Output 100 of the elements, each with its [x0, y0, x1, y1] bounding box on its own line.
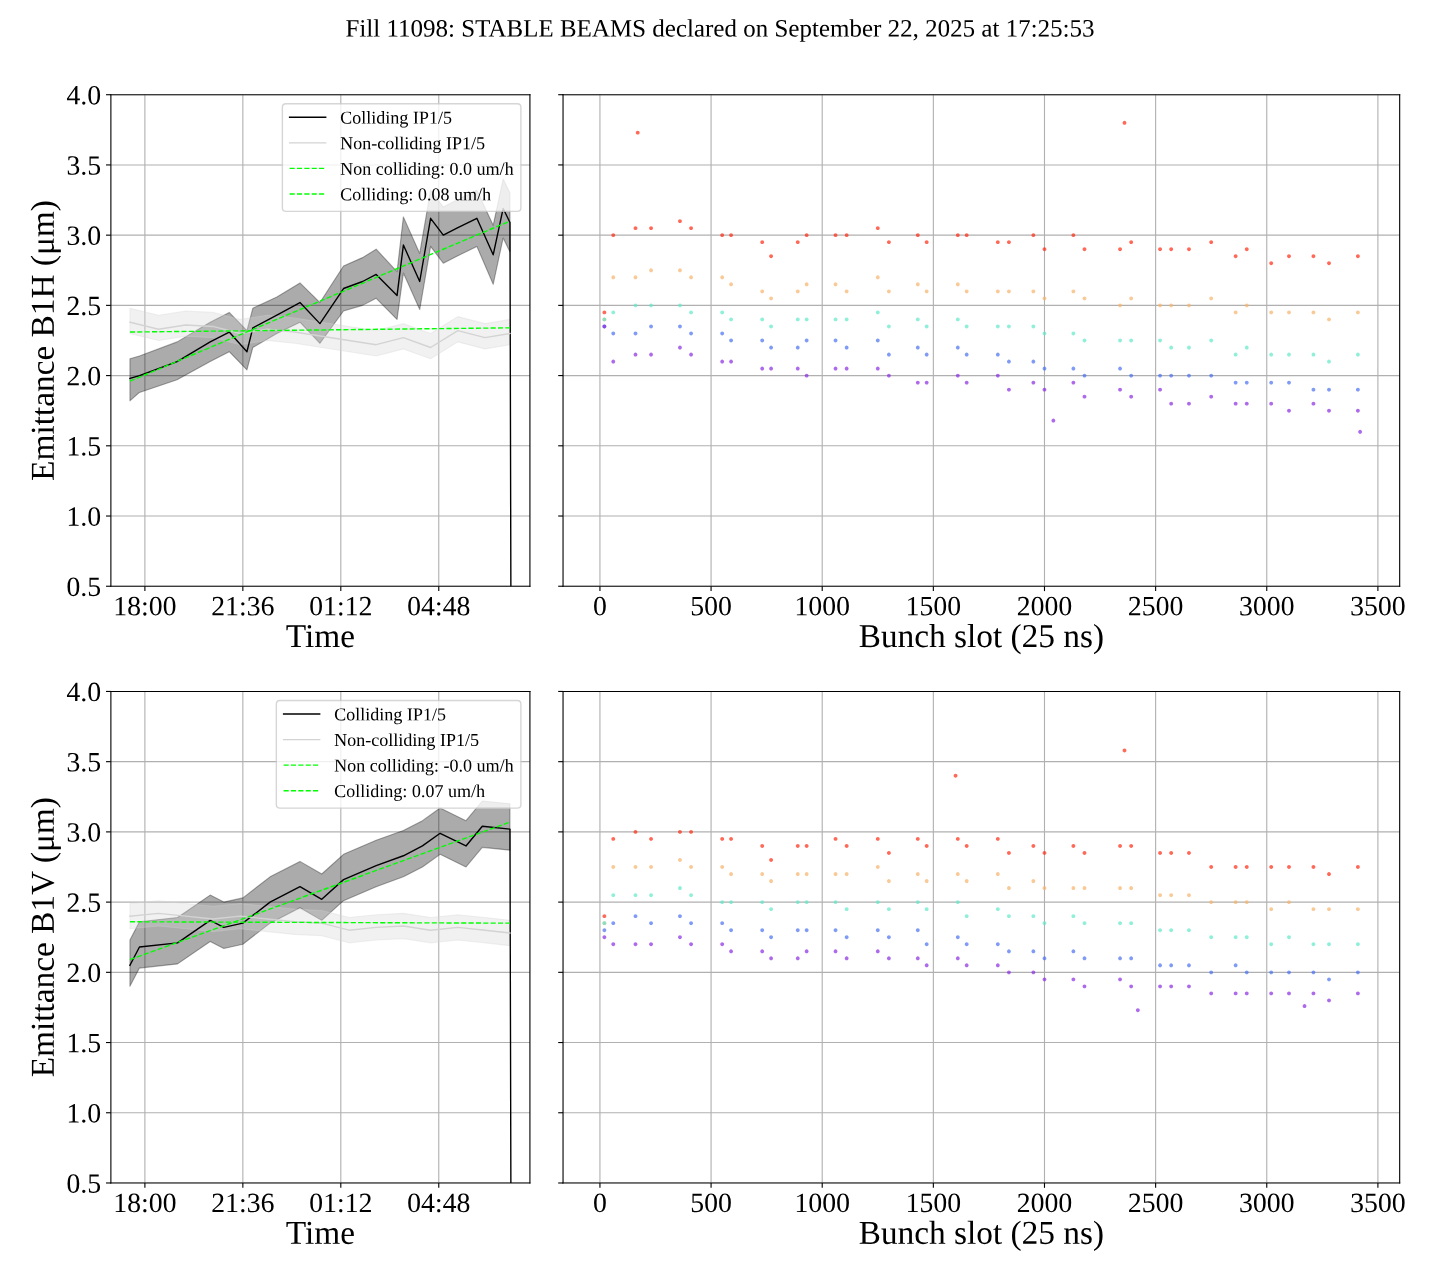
legend-label: Non-colliding IP1/5	[334, 733, 479, 750]
point	[678, 935, 682, 940]
point	[689, 226, 694, 231]
point	[760, 240, 765, 245]
point	[729, 872, 734, 876]
point	[678, 886, 682, 891]
point	[1269, 865, 1274, 869]
point	[964, 914, 969, 919]
point	[1187, 373, 1191, 378]
point	[1129, 373, 1134, 378]
point	[955, 935, 960, 940]
point	[844, 289, 849, 294]
point	[689, 829, 694, 834]
point	[1287, 991, 1291, 996]
point	[1187, 303, 1191, 308]
point	[1169, 963, 1174, 968]
point	[875, 226, 880, 231]
point	[1118, 366, 1122, 371]
legend-label: Colliding IP1/5	[340, 111, 452, 128]
point	[769, 907, 774, 912]
point	[924, 240, 929, 245]
point	[1327, 387, 1331, 392]
point	[602, 914, 607, 919]
point	[1129, 886, 1134, 891]
point	[678, 268, 682, 273]
point	[633, 829, 638, 834]
point	[720, 942, 725, 947]
point	[875, 836, 880, 841]
point	[689, 942, 694, 947]
point	[611, 275, 616, 280]
point	[649, 836, 654, 841]
point	[1129, 921, 1134, 926]
point	[1031, 914, 1036, 919]
point	[1129, 843, 1134, 848]
point	[833, 872, 838, 876]
point	[844, 935, 849, 940]
point	[833, 836, 838, 841]
point	[1187, 247, 1191, 252]
point	[1071, 289, 1076, 294]
point	[1327, 977, 1331, 982]
point	[915, 928, 920, 933]
x-tick-label: 18:00	[115, 596, 176, 616]
point	[1031, 879, 1036, 883]
point	[886, 907, 891, 912]
point	[1071, 949, 1076, 954]
text: Fill 11098: STABLE BEAMS declared on September 22, 2025 at 17:25:53	[346, 19, 1094, 42]
point	[1006, 359, 1011, 364]
point	[1233, 865, 1238, 869]
point	[1287, 310, 1291, 315]
point	[1209, 296, 1214, 301]
point	[678, 858, 682, 862]
point	[795, 843, 800, 848]
point	[1118, 247, 1122, 252]
point	[1006, 949, 1011, 954]
point	[955, 282, 960, 287]
point	[1031, 949, 1036, 954]
point	[886, 956, 891, 961]
point	[924, 843, 929, 848]
point	[875, 275, 880, 280]
y-tick-label: 4.0	[66, 85, 101, 105]
point	[1327, 359, 1331, 364]
point	[804, 317, 809, 322]
point	[1327, 998, 1331, 1003]
point	[804, 843, 809, 848]
x-tick-label: 2500	[1129, 1193, 1183, 1213]
point	[1118, 303, 1122, 308]
point	[844, 317, 849, 322]
point	[1244, 991, 1249, 996]
point	[1269, 970, 1274, 975]
point	[649, 226, 654, 231]
point	[1169, 928, 1174, 933]
point	[1158, 338, 1163, 343]
point	[1158, 387, 1163, 392]
point	[1071, 914, 1076, 919]
x-axis-title: Bunch slot (25 ns)	[859, 623, 1103, 655]
point	[1118, 956, 1122, 961]
x-tick-label: 2500	[1129, 596, 1183, 616]
point	[1187, 401, 1191, 406]
y-axis-title: Emittance B1H (μm)	[30, 201, 61, 480]
point	[844, 956, 849, 961]
point	[678, 219, 682, 224]
point	[964, 879, 969, 883]
point	[964, 289, 969, 294]
x-tick-label: 2000	[1017, 596, 1072, 616]
point	[924, 879, 929, 883]
point	[678, 324, 682, 329]
point	[955, 900, 960, 905]
point	[804, 949, 809, 954]
point	[678, 829, 682, 834]
y-tick-label: 3.5	[67, 752, 101, 772]
point	[1233, 963, 1238, 968]
point	[729, 359, 734, 364]
point	[1169, 851, 1174, 855]
x-axis-title: Time	[286, 1221, 354, 1245]
point	[1209, 970, 1214, 975]
point	[1244, 247, 1249, 252]
point	[1311, 865, 1316, 869]
point	[729, 233, 734, 238]
point	[1187, 893, 1191, 898]
legend-label: Colliding IP1/5	[334, 707, 446, 725]
